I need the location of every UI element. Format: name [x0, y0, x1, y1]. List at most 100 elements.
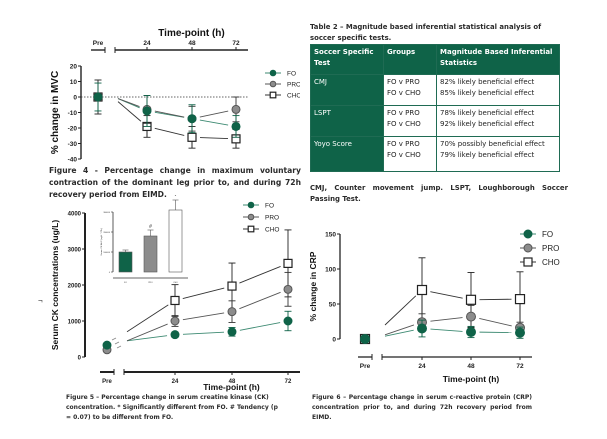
legend-marker-fo [247, 201, 255, 209]
cell-groups: FO v PRO FO v CHO [383, 136, 437, 172]
table-row: LSPT FO v PRO FO v CHO 78% likely benefi… [310, 105, 560, 137]
stat-label: 78% likely beneficial effect [440, 109, 535, 117]
legend-label-fo: FO [542, 230, 553, 239]
legend-marker-cho [247, 225, 255, 233]
stat-label: 82% likely beneficial effect [440, 78, 535, 86]
table-row: CMJ FO v PRO FO v CHO 82% likely benefic… [310, 74, 560, 106]
series-line-fo [384, 329, 414, 337]
data-point-cho [465, 294, 477, 305]
inset-x-tick-label: CHO [173, 282, 178, 284]
legend-label-pro: PRO [287, 81, 300, 88]
series-line-fo [199, 119, 229, 126]
y-tick-label: 50 [329, 302, 337, 309]
series-line-pro [430, 317, 463, 322]
series-line-cho [154, 127, 185, 136]
y-tick-label: 3000 [68, 248, 82, 254]
series-line-cho [117, 101, 142, 122]
inset-annotation: # [149, 224, 152, 230]
inset-y-tick-label: 100000 [103, 252, 111, 254]
legend-label-fo: FO [265, 202, 274, 209]
cell-stats: 82% likely beneficial effect 85% likely … [436, 74, 560, 106]
series-line-pro [479, 318, 512, 327]
inset-bar-pro [143, 235, 158, 273]
data-point-pro [170, 316, 180, 326]
table-2-title: Table 2 – Magnitude based inferential st… [310, 23, 542, 42]
legend-marker-pro [247, 213, 255, 221]
x-tick-label: Pre [93, 40, 104, 47]
series-line-fo [126, 335, 168, 342]
group-label: FO v PRO [387, 78, 420, 86]
legend-label-fo: FO [287, 70, 296, 77]
inset-bar-fo [118, 251, 133, 273]
legend-label-cho: CHO [542, 258, 560, 267]
y-axis-label: Serum CK concentrations (ug/L) [50, 220, 60, 351]
y-axis-label: % change in MVC [50, 71, 61, 154]
data-point-fo [170, 330, 180, 340]
cell-test: Yoyo Score [310, 136, 384, 172]
inset-y-tick-label: 0 [109, 272, 111, 274]
header-stats: Magnitude Based Inferential Statistics [436, 44, 560, 75]
series-line-cho [182, 287, 225, 299]
x-tick-label: Pre [102, 379, 112, 385]
inset-y-tick-label: 300000 [103, 212, 111, 214]
x-tick-label: 72 [232, 40, 240, 47]
y-tick-label: -30 [68, 141, 78, 148]
x-tick-label: 24 [172, 379, 179, 385]
series-line-pro [126, 323, 168, 342]
pre-line-stub [111, 337, 117, 341]
inset-y-tick-label: 200000 [103, 232, 111, 234]
figure-6-caption: Figure 6 – Percentage change in serum c-… [312, 394, 532, 421]
stat-label: 92% likely beneficial effect [440, 120, 535, 128]
pre-line-stub [116, 345, 122, 349]
stat-label: 85% likely beneficial effect [440, 89, 535, 97]
legend-marker-fo [269, 69, 277, 77]
data-point-fo [417, 323, 427, 334]
x-axis-label: Time-point (h) [158, 28, 224, 39]
data-point-cho [416, 284, 428, 296]
table-header-row: Soccer Specific Test Groups Magnitude Ba… [310, 44, 560, 75]
x-tick-label: 48 [229, 379, 236, 385]
data-point-fo [466, 327, 476, 337]
figure-4-caption: Figure 4 - Percentage change in maximum … [49, 166, 301, 199]
series-line-cho [430, 291, 463, 299]
series-line-pro [384, 324, 415, 336]
y-tick-label: 1000 [68, 320, 82, 326]
cell-test: LSPT [310, 105, 384, 137]
y-axis-label: % change in CRP [308, 251, 318, 321]
cell-groups: FO v PRO FO v CHO [383, 74, 437, 106]
cell-stats: 78% likely beneficial effect 92% likely … [436, 105, 560, 137]
data-point-cho [514, 294, 526, 305]
y-tick-label: 20 [70, 64, 78, 71]
data-point-fo [187, 114, 197, 124]
header-test: Soccer Specific Test [310, 44, 384, 75]
y-tick-label: 10 [70, 79, 78, 86]
x-axis-label: Time-point (h) [443, 374, 500, 384]
x-tick-label: 48 [467, 363, 475, 370]
series-line-fo [182, 331, 225, 335]
mvc-chart: 20 10 0 -10 -20 -30 -40 % change in MVC Pre 24 48 7… [50, 28, 300, 164]
cell-stats: 70% possibly beneficial effect 79% likel… [436, 136, 560, 172]
data-point-fo [515, 327, 525, 338]
table-2-note: CMJ, Counter movement jump. LSPT, Loughb… [310, 184, 568, 203]
legend-marker-pro [523, 243, 533, 253]
data-point-fo [142, 106, 152, 116]
y-tick-label: 0 [332, 337, 336, 344]
y-tick-label: 100 [325, 267, 336, 274]
data-point-fo [283, 316, 293, 326]
stray-mark: ¬ [38, 296, 43, 305]
legend-label-cho: CHO [287, 92, 300, 99]
y-tick-label: 0 [78, 356, 82, 362]
data-point-cho [227, 281, 237, 291]
series-line-fo [239, 322, 281, 331]
inset-y-label: Serum CK AUC (ug/L * 72h) [100, 228, 103, 255]
series-line-pro [117, 98, 140, 108]
data-point-fo [227, 327, 237, 337]
group-label: FO v PRO [387, 109, 420, 117]
table-row: Yoyo Score FO v PRO FO v CHO 70% possibl… [310, 136, 560, 172]
data-point-fo [102, 340, 112, 350]
ck-chart: 0 1000 2000 3000 4000 Serum CK concentrations… [38, 195, 300, 392]
header-groups: Groups [383, 44, 437, 75]
inset-annotation: * [175, 195, 177, 200]
x-tick-label: 72 [285, 379, 292, 385]
legend-marker-cho [269, 91, 277, 99]
